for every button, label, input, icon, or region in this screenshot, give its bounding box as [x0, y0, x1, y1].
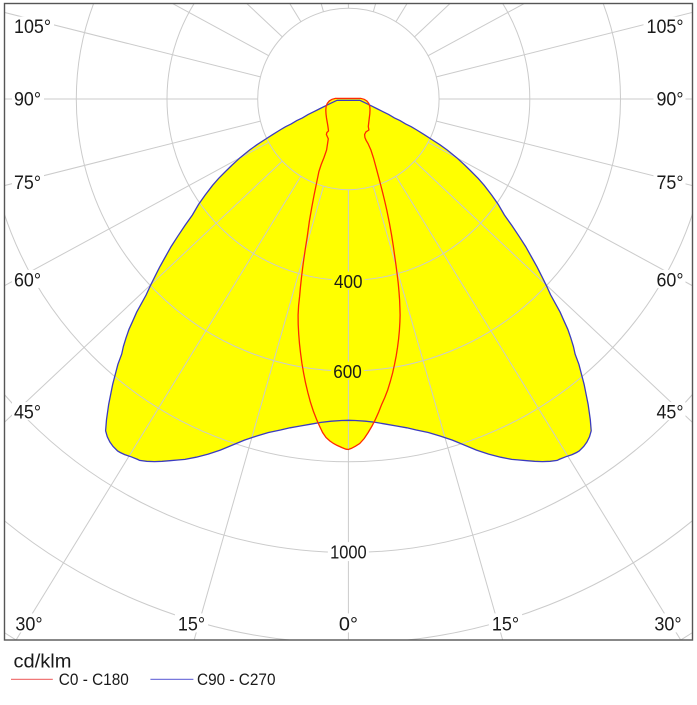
svg-text:90°: 90°	[14, 90, 41, 111]
svg-text:60°: 60°	[14, 270, 41, 291]
svg-text:60°: 60°	[657, 270, 684, 291]
svg-text:cd/klm: cd/klm	[14, 651, 72, 672]
svg-text:105°: 105°	[14, 17, 51, 38]
svg-text:45°: 45°	[14, 403, 41, 424]
svg-text:105°: 105°	[647, 17, 684, 38]
svg-text:15°: 15°	[178, 614, 205, 635]
svg-text:75°: 75°	[14, 173, 41, 194]
svg-text:C0 - C180: C0 - C180	[59, 671, 129, 689]
svg-text:15°: 15°	[492, 614, 519, 635]
svg-text:600: 600	[333, 362, 362, 382]
svg-text:90°: 90°	[657, 90, 684, 111]
svg-text:400: 400	[334, 272, 363, 292]
svg-text:C90 - C270: C90 - C270	[197, 671, 276, 689]
svg-text:75°: 75°	[657, 173, 684, 194]
svg-text:0°: 0°	[339, 614, 358, 635]
svg-text:30°: 30°	[654, 614, 681, 635]
svg-text:1000: 1000	[330, 543, 367, 563]
svg-text:45°: 45°	[657, 403, 684, 424]
svg-text:30°: 30°	[15, 614, 42, 635]
